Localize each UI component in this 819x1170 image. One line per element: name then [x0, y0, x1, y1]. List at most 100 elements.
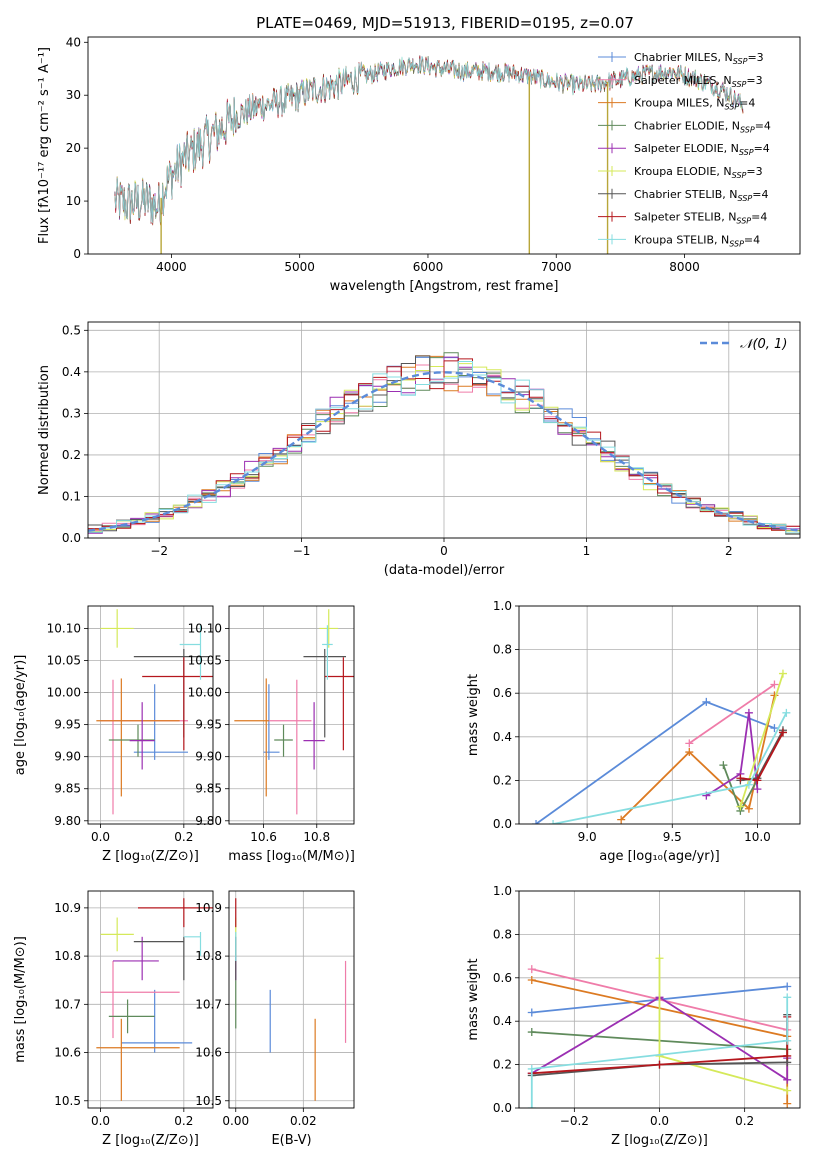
y-tick-label: 10.00	[188, 686, 222, 700]
x-tick-label: 0.0	[91, 830, 110, 844]
y-tick-label: 0.2	[62, 448, 81, 462]
x-axis-label: (data-model)/error	[384, 563, 505, 578]
series-marker	[655, 954, 664, 963]
y-tick-label: 0.6	[493, 971, 512, 985]
series-marker	[783, 993, 792, 1002]
mass_vs_Z-axes: 0.0 0.2 10.5 10.6 10.7 10.8 10.9 Z [log₁₀(Z/Z⊙)…	[13, 891, 213, 1148]
x-tick-label: 2	[725, 544, 733, 558]
x-tick-label: 0.2	[174, 1114, 193, 1128]
legend-label: Chabrier MILES, NSSP=3	[634, 51, 764, 66]
massweight_vs_age-series	[532, 669, 791, 824]
series-marker	[744, 780, 753, 789]
age_vs_mass-points	[234, 609, 354, 815]
y-tick-label: 0.1	[62, 489, 81, 503]
y-tick-label: 10.00	[47, 686, 81, 700]
y-tick-label: 10.5	[54, 1094, 81, 1108]
x-tick-label: 8000	[669, 260, 700, 274]
y-tick-label: 9.90	[54, 750, 81, 764]
y-tick-label: 10	[66, 194, 81, 208]
y-tick-label: 10.6	[195, 1046, 222, 1060]
age_vs_Z-points	[96, 609, 213, 815]
legend-label: Kroupa STELIB, NSSP=4	[634, 233, 760, 248]
y-tick-label: 10.8	[54, 949, 81, 963]
legend-label: Kroupa ELODIE, NSSP=3	[634, 165, 763, 180]
legend-label: Kroupa MILES, NSSP=4	[634, 97, 755, 112]
y-tick-label: 20	[66, 141, 81, 155]
y-axis-label: Normed distribution	[37, 365, 52, 495]
y-tick-label: 9.95	[195, 718, 222, 732]
figure-title: PLATE=0469, MJD=51913, FIBERID=0195, z=0…	[256, 14, 634, 32]
y-tick-label: 0.2	[493, 1058, 512, 1072]
series-line	[531, 996, 789, 1082]
series-marker	[532, 820, 541, 824]
legend-label: Chabrier ELODIE, NSSP=4	[634, 119, 771, 134]
x-tick-label: 10.0	[744, 830, 771, 844]
series-line	[705, 712, 759, 797]
series-marker	[702, 697, 711, 706]
x-axis-label: E(B-V)	[271, 1133, 311, 1148]
y-tick-label: 10.5	[195, 1094, 222, 1108]
x-tick-label: 0.02	[290, 1114, 317, 1128]
x-tick-label: 0.2	[735, 1114, 754, 1128]
y-tick-label: 10.05	[47, 654, 81, 668]
series-marker	[778, 728, 787, 737]
x-tick-label: 0	[440, 544, 448, 558]
y-tick-label: 0.0	[493, 817, 512, 831]
series-line	[530, 997, 789, 1108]
y-tick-label: 10.7	[54, 997, 81, 1011]
y-tick-label: 10.9	[54, 901, 81, 915]
y-tick-label: 0.0	[493, 1101, 512, 1115]
massweight_vs_age-frame	[518, 605, 801, 825]
series-marker	[527, 975, 536, 984]
spectrum-lines	[114, 55, 744, 254]
series-marker	[744, 708, 753, 717]
y-tick-label: 0.4	[493, 730, 512, 744]
y-tick-label: 1.0	[493, 599, 512, 613]
histogram-lines	[88, 352, 800, 535]
age_vs_Z-frame	[87, 605, 214, 825]
x-tick-label: 9.0	[578, 830, 597, 844]
massweight_vs_Z-series	[527, 954, 792, 1108]
y-tick-label: 10.7	[195, 997, 222, 1011]
normal-curve	[88, 371, 800, 532]
y-tick-label: 10.10	[47, 621, 81, 635]
series-marker	[783, 1036, 792, 1045]
series-marker	[527, 1008, 536, 1017]
y-tick-label: 0.6	[493, 686, 512, 700]
mass_vs_ebv-frame	[228, 890, 355, 1109]
massweight_vs_Z-frame	[518, 890, 801, 1109]
y-tick-label: 9.95	[54, 718, 81, 732]
y-axis-label: mass [log₁₀(M/M⊙)]	[13, 936, 28, 1063]
y-tick-label: 10.8	[195, 949, 222, 963]
y-tick-label: 9.80	[195, 814, 222, 828]
y-tick-label: 0.8	[493, 927, 512, 941]
legend-label: Salpeter MILES, NSSP=3	[634, 74, 763, 89]
age_vs_mass-axes: 10.6 10.8 9.80 9.85 9.90 9.95 10.00 10.05 10.10 m…	[188, 606, 355, 864]
y-tick-label: 0.5	[62, 323, 81, 337]
x-tick-label: 0.0	[91, 1114, 110, 1128]
series-marker	[770, 724, 779, 733]
x-tick-label: −0.2	[560, 1114, 589, 1128]
y-tick-label: 0.3	[62, 406, 81, 420]
x-tick-label: 0.0	[650, 1114, 669, 1128]
x-tick-label: 5000	[284, 260, 315, 274]
x-tick-label: 6000	[413, 260, 444, 274]
series-marker	[778, 669, 787, 678]
series-marker	[527, 1028, 536, 1037]
x-axis-label: mass [log₁₀(M/M⊙)]	[228, 849, 355, 864]
y-tick-label: 40	[66, 35, 81, 49]
x-tick-label: 0.00	[222, 1114, 249, 1128]
series-marker	[753, 785, 762, 794]
series-marker	[783, 1099, 792, 1108]
y-tick-label: 9.90	[195, 750, 222, 764]
residuals-frame	[87, 321, 801, 539]
y-tick-label: 10.6	[54, 1046, 81, 1060]
histogram-step	[88, 358, 800, 531]
x-axis-label: Z [log₁₀(Z/Z⊙)]	[611, 1133, 708, 1148]
x-tick-label: 7000	[541, 260, 572, 274]
series-marker	[736, 774, 745, 783]
spectrum-frame	[87, 36, 801, 255]
series-marker	[655, 1060, 664, 1069]
series-marker	[736, 802, 745, 811]
y-tick-label: 9.85	[54, 782, 81, 796]
